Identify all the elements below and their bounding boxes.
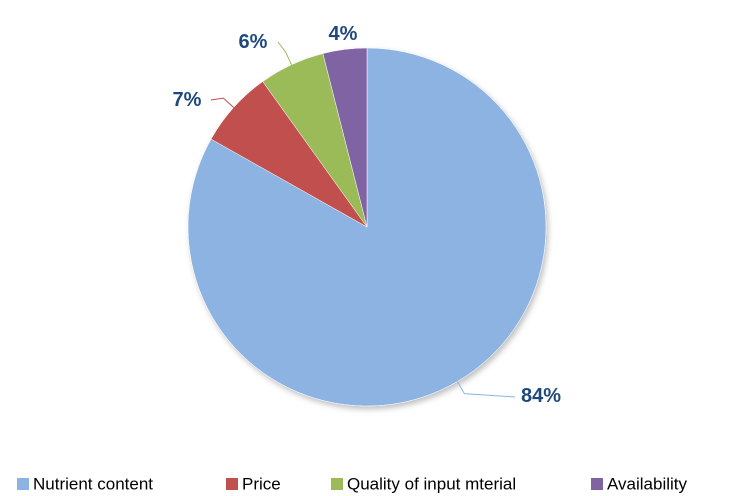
data-labels: 84% 7% 6% 4%: [173, 23, 562, 407]
leader-line-price: [210, 97, 235, 108]
data-label-quality-of-input-mterial: 6%: [239, 31, 268, 53]
legend-label-availability: Availability: [607, 475, 688, 494]
legend-label-nutrient-content: Nutrient content: [33, 475, 153, 494]
legend: Nutrient content Price Quality of input mt…: [17, 475, 688, 494]
legend-swatch-quality-of-input-mterial: [331, 478, 343, 490]
pie-slices: [187, 47, 547, 407]
leader-line-quality-of-input-mterial: [277, 41, 292, 65]
data-label-availability: 4%: [329, 23, 358, 45]
legend-swatch-price: [226, 478, 238, 490]
legend-swatch-nutrient-content: [17, 478, 29, 490]
legend-label-price: Price: [242, 475, 281, 494]
leader-line-nutrient-content: [456, 381, 516, 398]
leader-lines: [210, 41, 516, 398]
legend-label-quality-of-input-mterial: Quality of input mterial: [347, 475, 516, 494]
pie-slice-availability: [322, 47, 368, 228]
legend-swatch-availability: [591, 478, 603, 490]
data-label-price: 7%: [173, 89, 202, 111]
data-label-nutrient-content: 84%: [521, 385, 561, 407]
